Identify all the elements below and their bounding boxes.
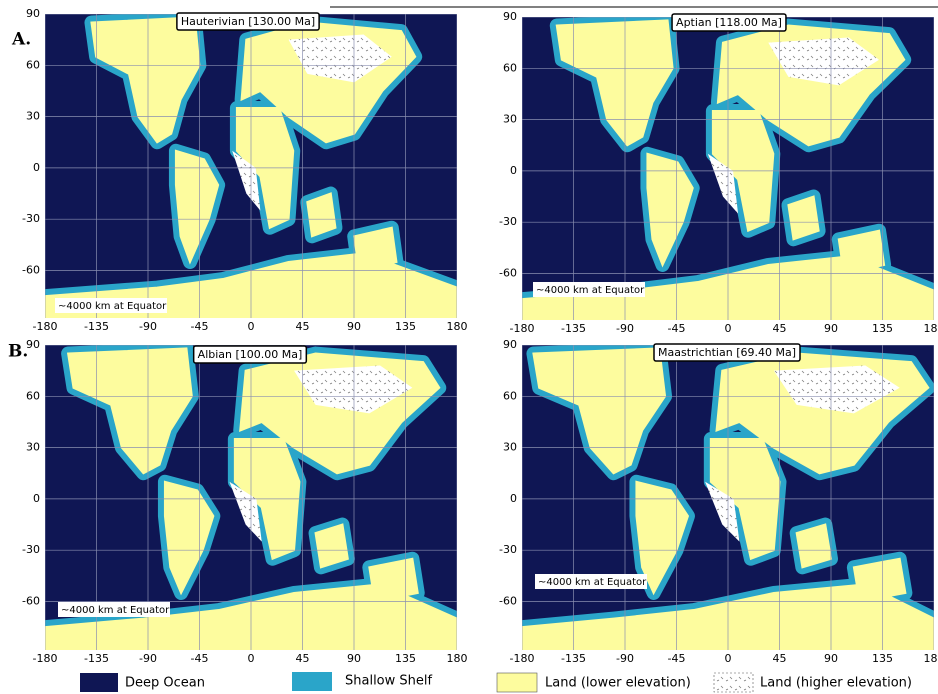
y-tick-label: -60 — [22, 595, 40, 608]
x-tick-label: 0 — [725, 652, 732, 665]
x-tick-label: -45 — [191, 652, 209, 665]
x-tick-label: -90 — [139, 652, 157, 665]
map-title: Aptian [118.00 Ma] — [676, 16, 782, 29]
legend-swatch — [80, 673, 118, 692]
x-tick-label: -180 — [33, 652, 58, 665]
y-tick-label: -30 — [499, 543, 517, 556]
y-tick-label: 60 — [26, 389, 40, 402]
legend-label: Shallow Shelf — [345, 674, 433, 689]
legend-swatch — [292, 672, 332, 691]
legend-label: Deep Ocean — [125, 676, 205, 691]
x-tick-label: -90 — [616, 652, 634, 665]
scale-note: ~4000 km at Equator — [58, 301, 167, 312]
scale-note: ~4000 km at Equator — [538, 577, 647, 588]
map-panel: -180 -135 -90 -45 0 45 90 135 180 90 60 30 0 -30 -60 ~4… — [499, 10, 938, 335]
legend-label: Land (lower elevation) — [545, 676, 691, 691]
x-tick-label: 45 — [296, 320, 310, 333]
x-tick-label: 135 — [395, 320, 416, 333]
y-tick-label: 30 — [26, 110, 40, 123]
y-tick-label: 60 — [503, 389, 517, 402]
y-tick-label: -30 — [22, 212, 40, 225]
x-tick-label: 0 — [248, 320, 255, 333]
y-tick-label: 0 — [33, 161, 40, 174]
land — [797, 525, 831, 568]
land — [307, 194, 335, 237]
x-tick-label: -45 — [668, 652, 686, 665]
x-tick-label: -135 — [561, 322, 586, 335]
y-tick-label: -60 — [499, 267, 517, 280]
x-tick-label: 180 — [447, 652, 468, 665]
land — [854, 559, 906, 602]
y-tick-label: -30 — [499, 215, 517, 228]
x-tick-label: -135 — [561, 652, 586, 665]
legend-swatch — [497, 673, 537, 692]
map-panel: -180 -135 -90 -45 0 45 90 135 180 90 60 30 0 -30 -60 ~4… — [499, 338, 938, 665]
y-tick-label: 0 — [510, 164, 517, 177]
x-tick-label: -45 — [191, 320, 209, 333]
y-tick-label: 90 — [26, 7, 40, 20]
x-tick-label: -135 — [84, 652, 109, 665]
y-tick-label: -30 — [22, 543, 40, 556]
x-tick-label: 45 — [773, 652, 787, 665]
land — [369, 559, 417, 602]
x-tick-label: 180 — [924, 322, 938, 335]
x-tick-label: -90 — [139, 320, 157, 333]
legend: Deep Ocean Shallow Shelf Land (lower ele… — [80, 672, 912, 692]
legend-swatch — [714, 673, 753, 692]
x-tick-label: -180 — [33, 320, 58, 333]
x-tick-label: -180 — [510, 322, 535, 335]
y-tick-label: 60 — [26, 58, 40, 71]
x-tick-label: 135 — [872, 322, 893, 335]
y-tick-label: 0 — [33, 492, 40, 505]
x-tick-label: -180 — [510, 652, 535, 665]
scale-note: ~4000 km at Equator — [536, 285, 645, 296]
x-tick-label: 90 — [824, 652, 838, 665]
panel-label: A. — [11, 30, 31, 50]
y-tick-label: 90 — [26, 338, 40, 351]
x-tick-label: 90 — [347, 320, 361, 333]
x-tick-label: 180 — [924, 652, 938, 665]
y-tick-label: -60 — [499, 595, 517, 608]
x-tick-label: -135 — [84, 320, 109, 333]
y-tick-label: 30 — [26, 441, 40, 454]
y-tick-label: 30 — [503, 441, 517, 454]
page: A. B. Deep Ocean Shallow Shelf Land (low… — [0, 0, 938, 694]
y-tick-label: 90 — [503, 338, 517, 351]
legend-label: Land (higher elevation) — [760, 676, 912, 691]
land — [788, 197, 818, 240]
y-tick-label: 60 — [503, 61, 517, 74]
map-panel: -180 -135 -90 -45 0 45 90 135 180 90 60 30 0 -30 -60 ~4… — [22, 7, 467, 333]
map-panel: -180 -135 -90 -45 0 45 90 135 180 90 60 30 0 -30 -60 ~4… — [22, 338, 467, 665]
figure: A. B. Deep Ocean Shallow Shelf Land (low… — [0, 0, 938, 694]
x-tick-label: 0 — [725, 322, 732, 335]
x-tick-label: 135 — [872, 652, 893, 665]
land — [316, 525, 348, 568]
land — [354, 228, 396, 271]
x-tick-label: -90 — [616, 322, 634, 335]
y-tick-label: 30 — [503, 113, 517, 126]
map-title: Maastrichtian [69.40 Ma] — [658, 346, 796, 359]
x-tick-label: 135 — [395, 652, 416, 665]
x-tick-label: 0 — [248, 652, 255, 665]
y-tick-label: 90 — [503, 10, 517, 23]
x-tick-label: 90 — [824, 322, 838, 335]
scale-note: ~4000 km at Equator — [61, 605, 170, 616]
y-tick-label: -60 — [22, 264, 40, 277]
map-title: Hauterivian [130.00 Ma] — [181, 15, 315, 28]
map-title: Albian [100.00 Ma] — [198, 348, 303, 361]
y-tick-label: 0 — [510, 492, 517, 505]
x-tick-label: 90 — [347, 652, 361, 665]
x-tick-label: -45 — [668, 322, 686, 335]
x-tick-label: 45 — [296, 652, 310, 665]
x-tick-label: 45 — [773, 322, 787, 335]
land — [839, 231, 884, 274]
x-tick-label: 180 — [447, 320, 468, 333]
